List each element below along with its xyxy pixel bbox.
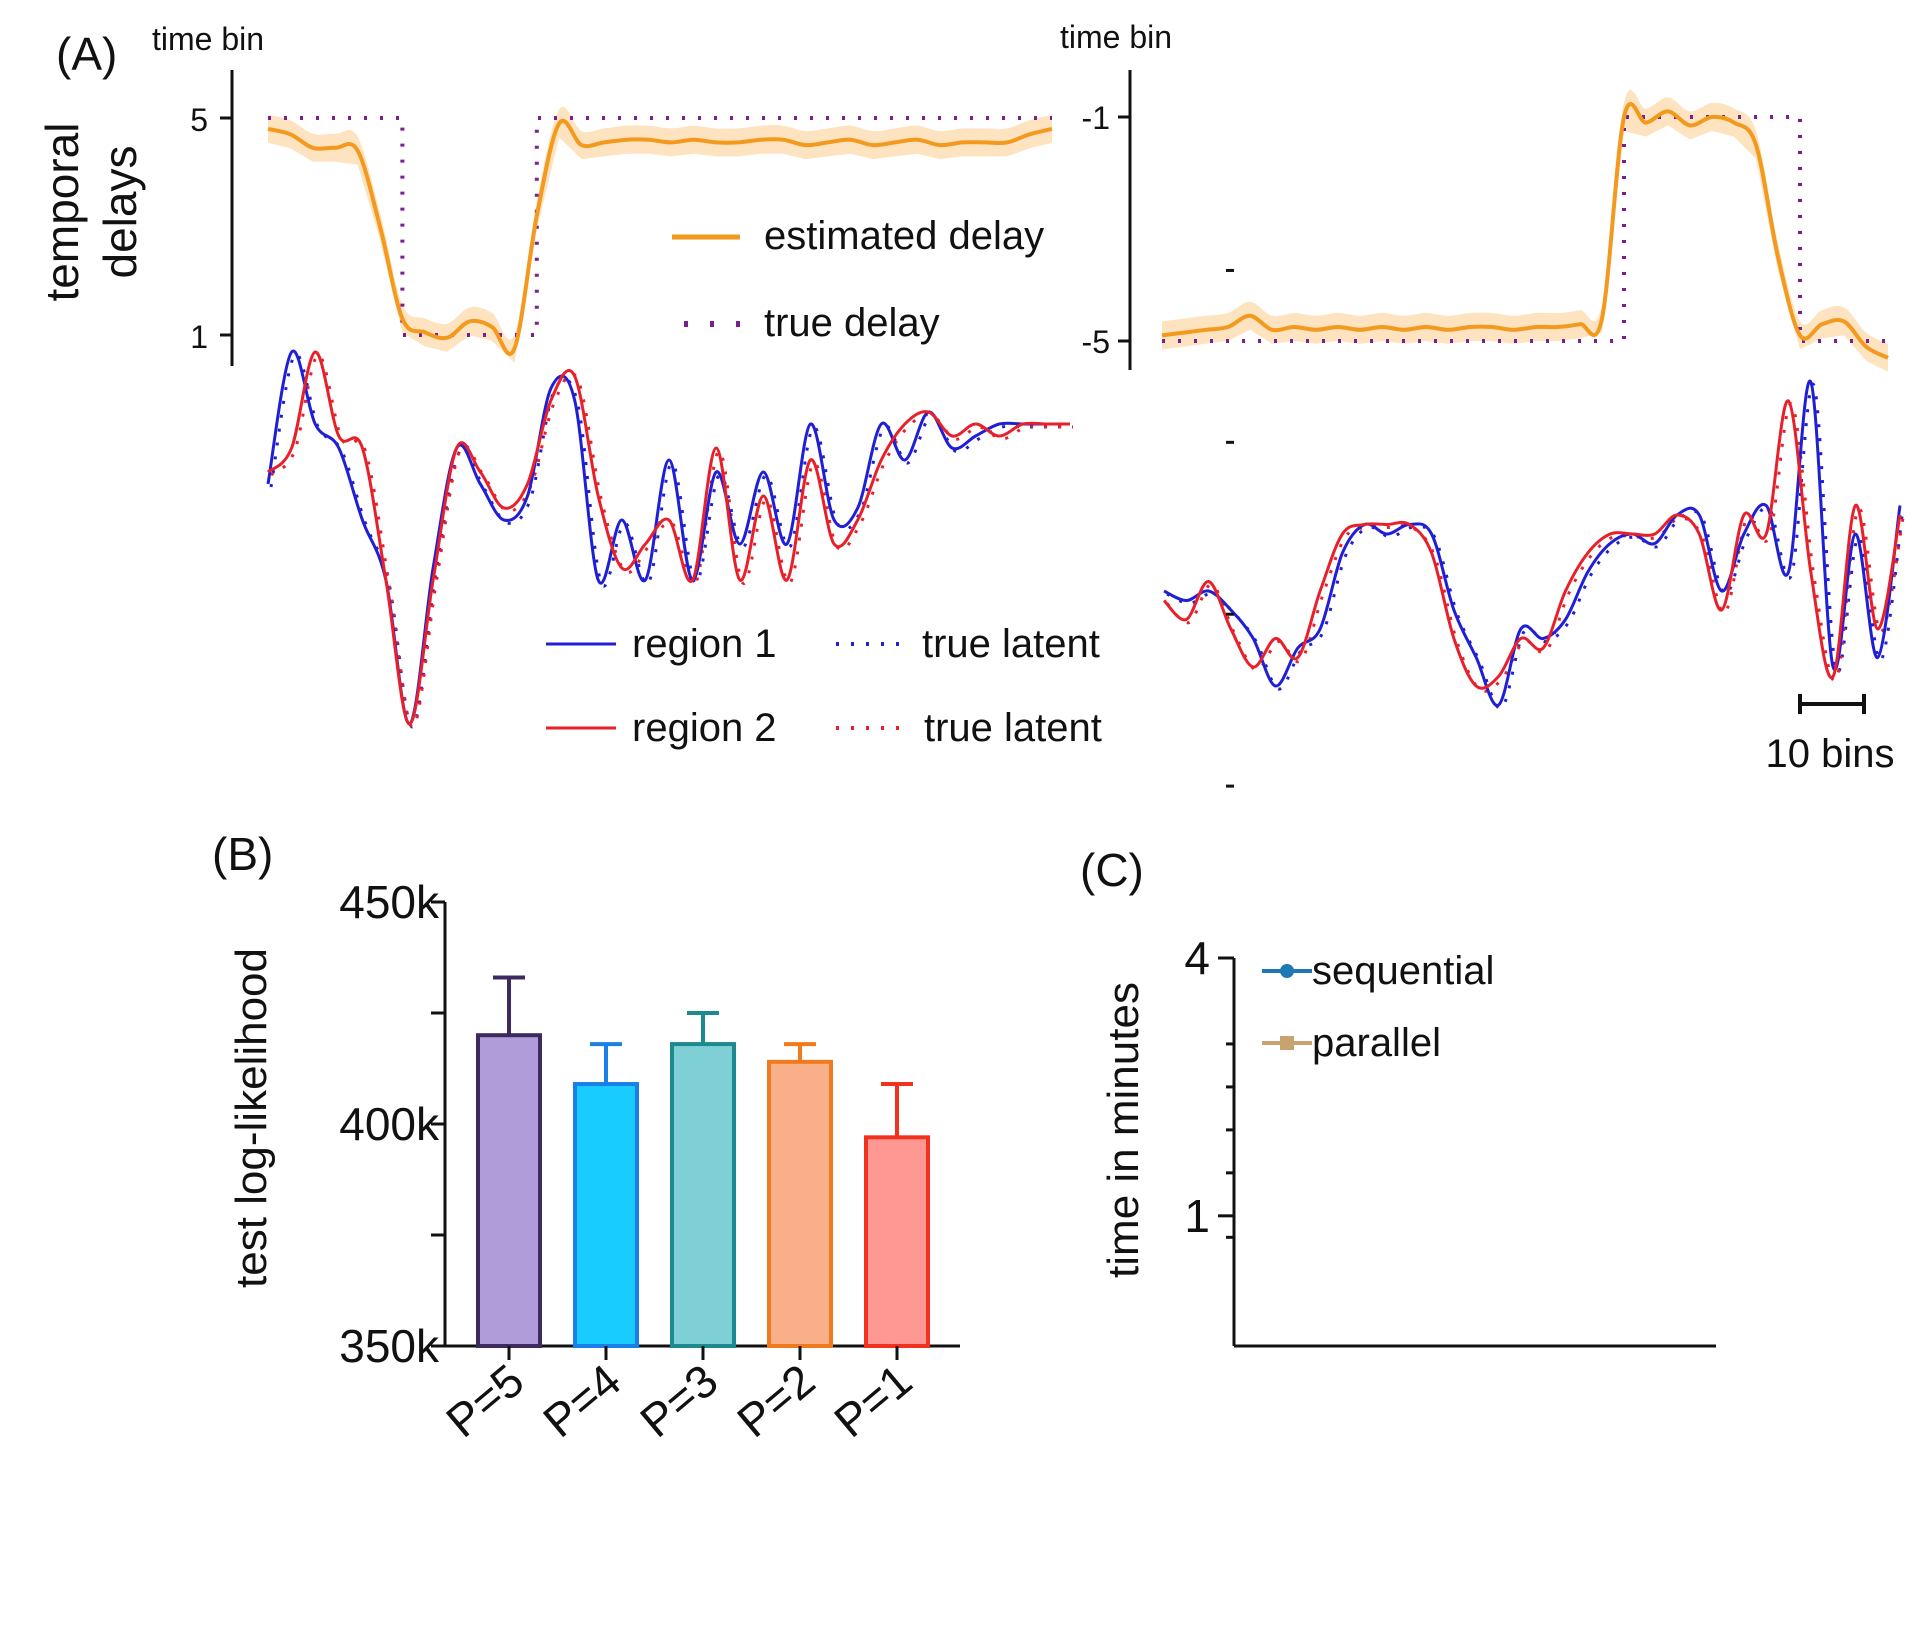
legend-true-latent2-label: true latent [924, 706, 1102, 750]
a-delays-right-chart: time bin -1 -5 [1060, 19, 1889, 372]
legend-region2-label: region 2 [632, 706, 777, 750]
b-ytick-label: 400k [339, 1098, 440, 1150]
a-communications-left-chart: region 1 true latent region 2 true laten… [266, 349, 1102, 750]
b-xtick-label: P=4 [533, 1354, 630, 1447]
a-left-region2-line [266, 350, 1070, 726]
legend-region1-label: region 1 [632, 622, 777, 666]
b-xtick-label: P=5 [436, 1354, 533, 1447]
legend-sequential-label: sequential [1312, 949, 1494, 993]
panel-a-label: (A) [56, 28, 117, 80]
c-ytick-label: 4 [1184, 932, 1210, 984]
panel-b-label: (B) [212, 828, 273, 880]
a-ylabel-line2: delays [94, 146, 146, 279]
a-right-region2-line [1162, 399, 1902, 690]
a-right-confidence-band [1162, 89, 1888, 372]
b-bar [476, 1033, 542, 1348]
a-left-estimated-delay-line [267, 118, 1053, 356]
a-right-ytick-label: -5 [1082, 324, 1110, 360]
legend-parallel-label: parallel [1312, 1021, 1441, 1065]
a-left-ytick-label: 5 [190, 102, 208, 138]
a-right-region1-true-latent [1166, 382, 1905, 710]
a-left-confidence-band [268, 106, 1052, 363]
a-left-region1-true-latent [269, 352, 1073, 729]
a-right-true-delay-line [1162, 115, 1888, 343]
b-xtick-label: P=2 [727, 1354, 824, 1447]
c-ytick-label: 1 [1184, 1190, 1210, 1242]
c-ylabel: time in minutes [1099, 982, 1148, 1278]
legend-parallel-marker [1280, 1036, 1294, 1050]
a-left-region1-line [266, 349, 1070, 726]
a-ylabel-line1: temporal [36, 123, 88, 302]
a-right-estimated-delay-line [1161, 102, 1889, 360]
c-axes: 1416128256512 [1184, 268, 1716, 1348]
b-bar [573, 1082, 639, 1349]
b-ylabel: test log-likelihood [227, 948, 276, 1288]
b-bar [864, 1135, 930, 1348]
b-x-tick-labels: P=5 P=4 P=3 P=2 P=1 [436, 1354, 921, 1447]
b-ytick-label: 450k [339, 876, 440, 928]
legend-sequential-marker [1280, 964, 1294, 978]
b-bar [767, 1059, 833, 1348]
b-bar [670, 1042, 736, 1348]
b-bars [476, 975, 930, 1360]
a-delays-left-chart: time bin temporal delays 5 1 estimated d… [36, 21, 1053, 366]
legend-estimated-label: estimated delay [764, 214, 1044, 258]
b-ytick-label: 350k [339, 1320, 440, 1372]
a-right-ytick-label: -1 [1082, 100, 1110, 136]
a-right-region1-line [1163, 379, 1902, 707]
panel-c-label: (C) [1080, 844, 1144, 896]
c-line-chart: time in minutes 1416128256512 sequential… [1099, 268, 1716, 1348]
a-left-region2-true-latent [269, 353, 1073, 729]
a-left-ytick-label: 1 [190, 319, 208, 355]
b-xtick-label: P=3 [630, 1354, 727, 1447]
scalebar-label: 10 bins [1766, 732, 1895, 776]
a-right-region2-true-latent [1165, 402, 1905, 693]
a-right-time-bin-label: time bin [1060, 19, 1172, 55]
a-communications-right-chart: 10 bins [1162, 379, 1905, 776]
legend-true-delay-label: true delay [764, 301, 940, 345]
legend-true-latent1-label: true latent [922, 622, 1100, 666]
a-left-time-bin-label: time bin [152, 21, 264, 57]
b-xtick-label: P=1 [824, 1354, 921, 1447]
